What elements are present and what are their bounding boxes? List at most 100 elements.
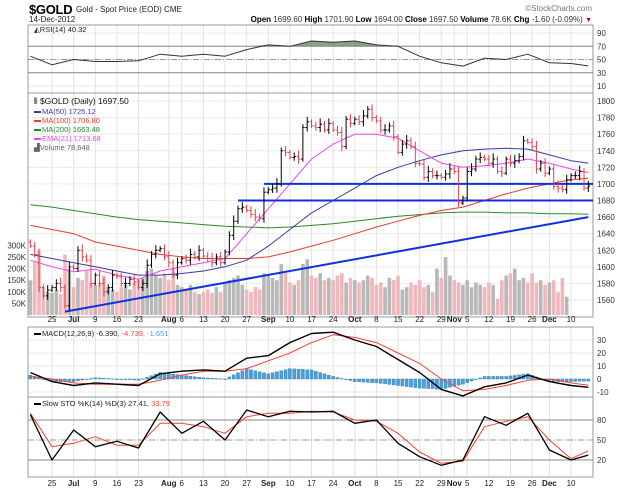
date-tick-label: Jul xyxy=(68,479,80,488)
change-label: Chg xyxy=(513,15,530,24)
date-tick-label: 23 xyxy=(134,479,143,488)
macd-histogram-bar xyxy=(500,376,504,380)
volume-bar xyxy=(538,280,543,315)
macd-histogram-bar xyxy=(71,378,76,382)
macd-histogram-bar xyxy=(474,378,478,380)
volume-bar xyxy=(340,273,344,315)
macd-histogram-bar xyxy=(110,378,115,380)
date-tick-label: Aug xyxy=(161,315,177,324)
volume-bar xyxy=(167,280,171,315)
volume-bar xyxy=(301,263,305,315)
volume-bar xyxy=(478,284,482,315)
date-tick-label: 22 xyxy=(415,479,424,488)
y-tick-label: 1600 xyxy=(597,263,615,272)
macd-histogram-bar xyxy=(461,378,465,385)
volume-bar xyxy=(378,282,383,315)
volume-bar xyxy=(45,291,50,315)
y-tick-label: 30 xyxy=(597,336,606,345)
volume-bar xyxy=(487,282,491,315)
volume-bar xyxy=(400,289,405,315)
macd-histogram-bar xyxy=(201,377,206,380)
ma100-legend-text: MA(100) 1706.80 xyxy=(42,116,100,125)
date-tick-label: 10 xyxy=(285,479,294,488)
sto-swatch xyxy=(34,403,41,406)
y-tick-label: 50 xyxy=(597,56,606,65)
volume-bar xyxy=(236,275,240,315)
volume-bar xyxy=(551,280,556,315)
volume-bar xyxy=(188,284,193,315)
volume-bar xyxy=(210,292,214,315)
macd-histogram-bar xyxy=(28,374,33,380)
volume-bar xyxy=(426,284,431,315)
date-tick-label: 17 xyxy=(307,315,316,324)
volume-bar xyxy=(396,275,400,315)
y-tick-label: 0 xyxy=(597,375,602,384)
exchange: CME xyxy=(164,5,182,14)
volume-bar xyxy=(564,296,569,315)
macd-histogram-bar xyxy=(417,378,422,389)
volume-bar xyxy=(240,284,245,315)
macd-histogram-bar xyxy=(188,375,193,380)
down-arrow-icon: ▼ xyxy=(585,17,592,24)
macd-histogram-bar xyxy=(158,372,162,380)
volume-bar xyxy=(179,287,184,315)
macd-histogram-bar xyxy=(327,374,331,380)
macd-histogram-bar xyxy=(128,378,132,380)
volume-bar xyxy=(84,270,89,315)
volume-bar xyxy=(227,280,232,315)
ohlc-summary: Open 1699.60 High 1701.90 Low 1694.00 Cl… xyxy=(251,15,592,24)
macd-swatch xyxy=(34,333,41,336)
price-legend-text: $GOLD (Daily) 1697.50 xyxy=(39,96,129,106)
date-tick-label: 13 xyxy=(199,479,208,488)
macd-histogram-bar xyxy=(115,378,119,380)
volume-bar xyxy=(41,287,46,315)
macd-histogram-bar xyxy=(465,378,469,383)
price-panel xyxy=(27,92,594,318)
volume-bar xyxy=(491,284,495,315)
date-tick-label: Dec xyxy=(542,315,557,324)
volume-bar xyxy=(474,282,478,315)
date-tick-label: 20 xyxy=(221,315,230,324)
volume-tick-label: 200K xyxy=(7,265,26,274)
y-tick-label: 1680 xyxy=(597,197,615,206)
macd-histogram-bar xyxy=(123,378,128,380)
ma100-swatch xyxy=(34,120,41,123)
open-value: 1699.60 xyxy=(273,15,303,24)
date-tick-label: 16 xyxy=(112,315,121,324)
volume-bar xyxy=(218,291,223,315)
macd-histogram-bar xyxy=(231,374,236,380)
volume-bar xyxy=(128,289,132,315)
macd-legend-value: -6.390, xyxy=(96,329,120,338)
volume-bar xyxy=(443,257,448,315)
macd-histogram-bar xyxy=(283,369,288,380)
macd-histogram-bar xyxy=(456,378,461,386)
volume-bar xyxy=(508,273,513,315)
sto-d-legend-value: 33.79 xyxy=(151,399,170,408)
date-tick-label: 24 xyxy=(329,315,338,324)
date-tick-label: 24 xyxy=(329,479,338,488)
macd-histogram-bar xyxy=(513,375,517,380)
y-tick-label: 50 xyxy=(597,436,606,445)
volume-bar xyxy=(409,282,413,315)
date-tick-label: 26 xyxy=(528,479,537,488)
volume-tick-label: 150K xyxy=(7,276,26,285)
date-tick-label: 5 xyxy=(465,315,470,324)
y-tick-label: 20 xyxy=(597,349,606,358)
macd-histogram-bar xyxy=(301,369,305,380)
volume-bar xyxy=(547,282,552,315)
change-value: -1.60 (-0.09%) xyxy=(531,15,583,24)
y-tick-label: 10 xyxy=(597,362,606,371)
macd-histogram-bar xyxy=(353,378,357,382)
volume-bar xyxy=(279,263,284,315)
macd-histogram-bar xyxy=(89,378,93,380)
macd-histogram-bar xyxy=(309,369,314,380)
volume-tick-label: 300K xyxy=(7,241,26,250)
macd-histogram-bar xyxy=(443,378,448,389)
volume-bar xyxy=(525,282,530,315)
symbol-description: Gold - Spot Price (EOD) CME xyxy=(76,5,182,14)
volume-bar xyxy=(71,287,76,315)
date-tick-label: Nov xyxy=(447,315,463,324)
volume-bar xyxy=(318,273,322,315)
macd-histogram-bar xyxy=(145,377,149,380)
macd-histogram-bar xyxy=(586,378,591,382)
